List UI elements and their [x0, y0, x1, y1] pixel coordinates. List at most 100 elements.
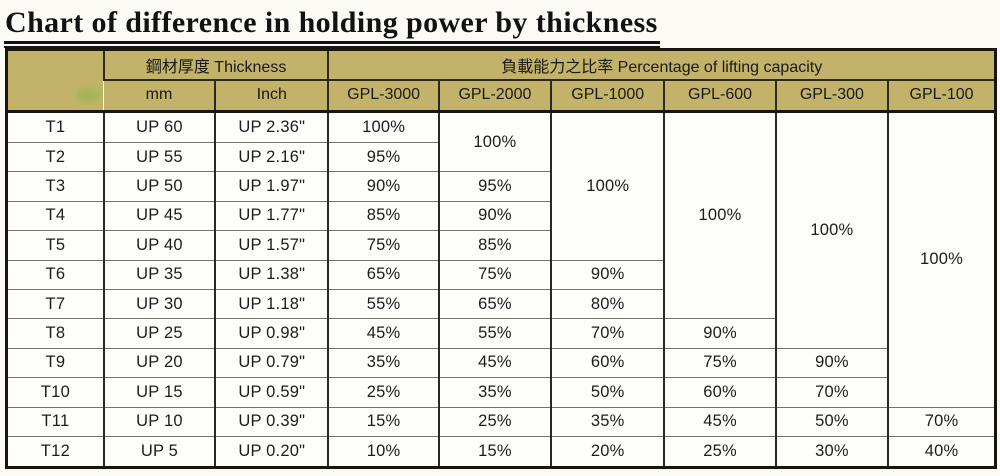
thickness-group-header: 鋼材厚度 Thickness: [102, 49, 329, 81]
percent-cell: 95%: [437, 171, 552, 202]
percent-cell: 60%: [550, 347, 665, 378]
thickness-mm-cell: UP 55: [102, 141, 216, 172]
percent-cell: 100%: [550, 111, 665, 261]
thickness-mm-cell: UP 50: [102, 171, 216, 202]
percent-cell: 45%: [663, 406, 776, 437]
thickness-mm-cell: UP 25: [102, 318, 216, 349]
column-header-mm: mm: [103, 79, 216, 113]
column-header-gpl-3000: GPL-3000: [327, 79, 439, 113]
row-label-cell: T10: [6, 377, 104, 408]
thickness-mm-cell: UP 10: [102, 406, 216, 437]
percent-cell: 55%: [327, 288, 439, 319]
thickness-inch-cell: UP 2.16": [214, 141, 329, 172]
percent-cell: 30%: [774, 435, 889, 468]
thickness-inch-cell: UP 0.59": [214, 377, 329, 408]
percent-cell: 10%: [327, 435, 439, 468]
percent-cell: 90%: [550, 259, 665, 290]
percent-cell: 95%: [327, 141, 439, 172]
percent-cell: 85%: [327, 200, 439, 231]
percent-cell: 60%: [663, 377, 776, 408]
thickness-mm-cell: UP 5: [102, 435, 216, 468]
column-header-gpl-1000: GPL-1000: [550, 79, 665, 113]
percent-cell: 35%: [327, 347, 439, 378]
percent-cell: 45%: [437, 347, 552, 378]
capacity-group-header: 負載能力之比率 Percentage of lifting capacity: [327, 49, 996, 81]
table-row-t12: T12 UP 5 UP 0.20" 10% 15% 20% 25% 30% 40%: [6, 435, 996, 468]
column-header-gpl-100: GPL-100: [887, 79, 996, 113]
header-group-row: 鋼材厚度 Thickness 負載能力之比率 Percentage of lif…: [6, 49, 996, 113]
percent-cell: 100%: [663, 111, 776, 319]
thickness-inch-cell: UP 0.20": [214, 435, 329, 468]
table-row-t1: T1 UP 60 UP 2.36" 100% 100% 100% 100% 100% 100%: [6, 111, 996, 408]
table-row-t6: T6 UP 35 UP 1.38" 65% 75% 90%: [6, 259, 996, 290]
percent-cell: 85%: [437, 230, 552, 261]
percent-cell: 70%: [550, 318, 665, 349]
percent-cell: 65%: [327, 259, 439, 290]
thickness-inch-cell: UP 2.36": [214, 111, 329, 143]
thickness-inch-cell: UP 1.38": [214, 259, 329, 290]
row-label-cell: T4: [6, 200, 104, 231]
percent-cell: 75%: [327, 230, 439, 261]
percent-cell: 35%: [550, 406, 665, 437]
percent-cell: 50%: [774, 406, 889, 437]
column-header-gpl-2000: GPL-2000: [437, 79, 552, 113]
page-title: Chart of difference in holding power by …: [4, 6, 660, 48]
column-header-gpl-600: GPL-600: [663, 79, 776, 113]
table-row-t11: T11 UP 10 UP 0.39" 15% 25% 35% 45% 50% 70%: [6, 406, 996, 437]
page-title-text: Chart of difference in holding power by …: [4, 6, 660, 44]
corner-cell: [6, 49, 104, 113]
row-label-cell: T5: [6, 230, 104, 261]
percent-cell: 90%: [437, 200, 552, 231]
percent-cell: 100%: [437, 111, 552, 172]
table-row-t5: T5 UP 40 UP 1.57" 75% 85%: [6, 230, 996, 261]
thickness-mm-cell: UP 20: [102, 347, 216, 378]
row-label-cell: T7: [6, 288, 104, 319]
row-label-cell: T12: [6, 435, 104, 468]
column-header-row: mm Inch GPL-3000 GPL-2000 GPL-1000 GPL-600 GPL…: [7, 79, 996, 113]
percent-cell: 55%: [437, 318, 552, 349]
row-label-cell: T3: [6, 171, 104, 202]
column-header-gpl-300: GPL-300: [774, 79, 889, 113]
percent-cell: 70%: [774, 377, 889, 408]
green-scribble-mark: [76, 84, 104, 105]
thickness-inch-cell: UP 0.39": [214, 406, 329, 437]
percent-cell: 65%: [437, 288, 552, 319]
percent-cell: 40%: [887, 435, 996, 468]
holding-power-table: 鋼材厚度 Thickness 負載能力之比率 Percentage of lif…: [5, 48, 997, 469]
row-label-cell: T9: [6, 347, 104, 378]
row-label-cell: T8: [6, 318, 104, 349]
thickness-mm-cell: UP 30: [102, 288, 216, 319]
row-label-cell: T6: [6, 259, 104, 290]
table-row-t2: T2 UP 55 UP 2.16" 95%: [6, 141, 996, 172]
thickness-inch-cell: UP 0.98": [214, 318, 329, 349]
row-label-cell: T1: [6, 111, 104, 143]
table-body: T1 UP 60 UP 2.36" 100% 100% 100% 100% 100% 100% T…: [6, 111, 996, 468]
row-label-cell: T11: [6, 406, 104, 437]
percent-cell: 100%: [774, 111, 889, 349]
column-header-inch: Inch: [214, 79, 329, 113]
table-row-t4: T4 UP 45 UP 1.77" 85% 90%: [6, 200, 996, 231]
percent-cell: 100%: [327, 111, 439, 143]
percent-cell: 15%: [327, 406, 439, 437]
percent-cell: 90%: [327, 171, 439, 202]
percent-cell: 50%: [550, 377, 665, 408]
percent-cell: 75%: [663, 347, 776, 378]
thickness-inch-cell: UP 1.18": [214, 288, 329, 319]
row-label-cell: T2: [6, 141, 104, 172]
percent-cell: 70%: [887, 406, 996, 437]
thickness-mm-cell: UP 60: [102, 111, 216, 143]
thickness-mm-cell: UP 40: [102, 230, 216, 261]
thickness-inch-cell: UP 1.97": [214, 171, 329, 202]
thickness-mm-cell: UP 15: [102, 377, 216, 408]
thickness-mm-cell: UP 35: [102, 259, 216, 290]
percent-cell: 15%: [437, 435, 552, 468]
percent-cell: 90%: [663, 318, 776, 349]
percent-cell: 45%: [327, 318, 439, 349]
percent-cell: 25%: [663, 435, 776, 468]
table-row-t3: T3 UP 50 UP 1.97" 90% 95%: [6, 171, 996, 202]
table-row-t10: T10 UP 15 UP 0.59" 25% 35% 50% 60% 70%: [6, 377, 996, 408]
thickness-inch-cell: UP 0.79": [214, 347, 329, 378]
thickness-mm-cell: UP 45: [102, 200, 216, 231]
percent-cell: 35%: [437, 377, 552, 408]
